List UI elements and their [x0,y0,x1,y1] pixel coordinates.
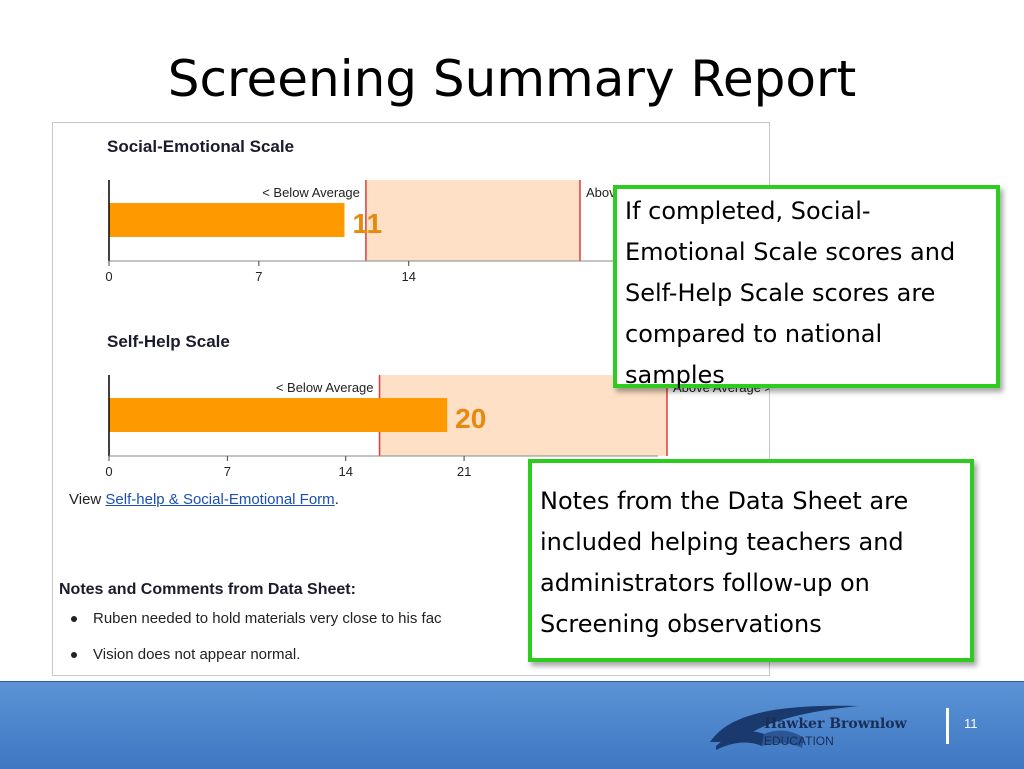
score-bar [109,203,345,237]
below-average-label: < Below Average [276,380,374,395]
list-item: Ruben needed to hold materials very clos… [59,603,442,639]
tick-label: 14 [338,464,352,479]
scales-callout-text: If completed, Social-Emotional Scale sco… [625,197,956,389]
book-swoosh-icon [710,705,858,750]
average-band [365,180,580,261]
view-form-line: View Self-help & Social-Emotional Form. [69,491,339,508]
slide-title: Screening Summary Report [167,50,857,108]
list-item: Vision does not appear normal. [59,639,442,675]
notes-callout: Notes from the Data Sheet are included h… [528,459,974,662]
notes-list: Ruben needed to hold materials very clos… [59,603,442,675]
logo-sub: EDUCATION [764,734,834,748]
score-value-label: 11 [353,208,383,239]
tick-label: 0 [105,269,112,284]
notes-callout-text: Notes from the Data Sheet are included h… [540,487,909,638]
footer-divider [946,708,949,744]
footer-bar [0,681,1024,769]
tick-label: 7 [255,269,262,284]
tick-label: 0 [105,464,112,479]
notes-title: Notes and Comments from Data Sheet: [59,581,356,598]
page-number: 11 [964,716,978,731]
tick-label: 21 [457,464,471,479]
note-text: Vision does not appear normal. [93,646,301,663]
tick-label: 7 [224,464,231,479]
scales-callout: If completed, Social-Emotional Scale sco… [613,185,1000,389]
note-text: Ruben needed to hold materials very clos… [93,610,442,627]
social-emotional-svg: 0 7 14 < Below Average Abov 11 [105,180,769,284]
tick-label: 14 [401,269,415,284]
score-bar [109,398,448,432]
logo-name: Hawker Brownlow [764,716,907,732]
social-emotional-title: Social-Emotional Scale [107,137,295,156]
score-value-label: 20 [455,403,486,434]
below-average-label: < Below Average [262,185,360,200]
view-suffix: . [334,491,339,508]
form-link[interactable]: Self-help & Social-Emotional Form [105,491,335,508]
view-prefix: View [69,491,106,508]
self-help-title: Self-Help Scale [107,332,230,351]
above-average-label: Abov [586,185,616,200]
